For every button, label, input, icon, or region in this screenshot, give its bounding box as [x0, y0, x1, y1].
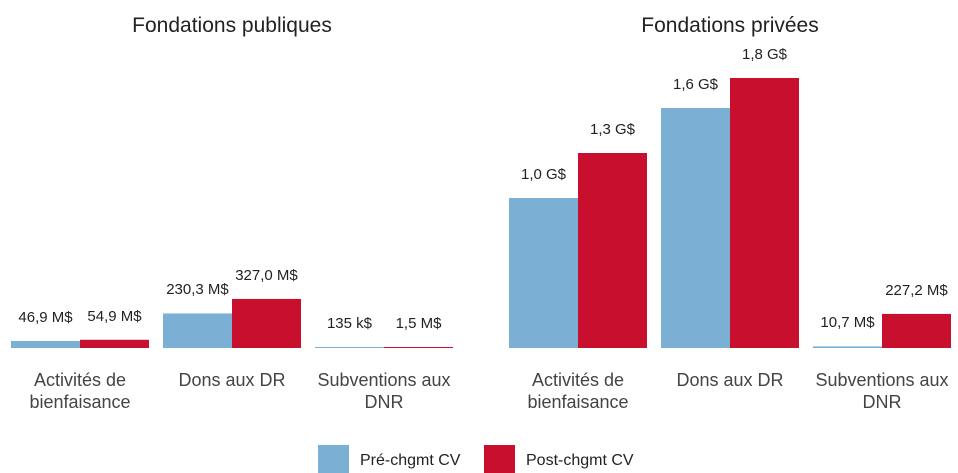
- bar: [80, 339, 149, 348]
- bar: [11, 340, 80, 348]
- bar: [384, 347, 453, 348]
- x-tick-label: Dons aux DR: [178, 370, 286, 390]
- value-label: 1,3 G$: [589, 121, 636, 138]
- bar: [578, 153, 647, 348]
- value-label: 1,5 M$: [395, 315, 442, 332]
- x-tick-label: Dons aux DR: [676, 370, 784, 390]
- legend-label: Post-chgmt CV: [526, 452, 634, 469]
- chart-title: Fondations privées: [641, 14, 819, 37]
- bar: [315, 347, 384, 348]
- value-label: 1,6 G$: [672, 76, 719, 93]
- bar: [661, 108, 730, 348]
- x-tick-label: Activités de bienfaisance: [29, 370, 131, 412]
- legend-label: Pré-chgmt CV: [360, 452, 461, 469]
- legend-swatch: [318, 445, 349, 473]
- chart-title: Fondations publiques: [132, 14, 332, 37]
- x-tick-label: Subventions aux DNR: [815, 370, 949, 412]
- x-tick-label: Subventions aux DNR: [317, 370, 451, 412]
- bar: [813, 346, 882, 348]
- legend-swatch: [484, 445, 515, 473]
- value-label: 1,0 G$: [520, 166, 567, 183]
- value-label: 1,8 G$: [741, 46, 788, 63]
- value-label: 327,0 M$: [235, 266, 298, 284]
- bar: [163, 313, 232, 348]
- value-label: 135 k$: [326, 315, 373, 332]
- value-label: 54,9 M$: [87, 307, 142, 325]
- x-tick-label: Activités de bienfaisance: [527, 370, 629, 412]
- bar: [232, 298, 301, 348]
- value-label: 227,2 M$: [885, 281, 948, 299]
- bar: [882, 313, 951, 348]
- value-label: 10,7 M$: [820, 314, 875, 332]
- bar: [730, 78, 799, 348]
- value-label: 230,3 M$: [166, 281, 229, 299]
- value-label: 46,9 M$: [18, 308, 73, 326]
- bar: [509, 198, 578, 348]
